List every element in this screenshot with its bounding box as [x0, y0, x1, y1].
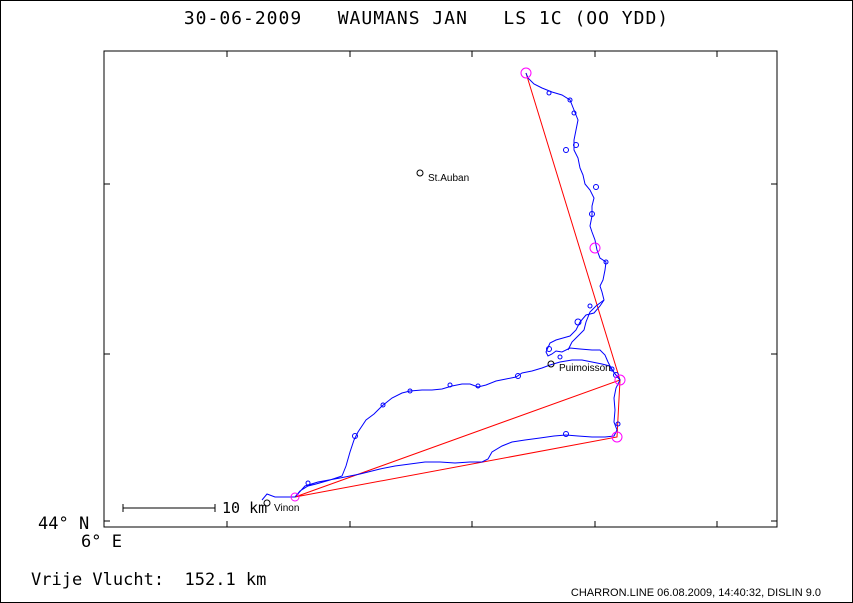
plot-frame	[103, 50, 778, 528]
flight-track	[261, 359, 621, 501]
turnpoint-markers	[290, 67, 626, 502]
town-label: Vinon	[274, 503, 299, 514]
town-marker-icon	[547, 360, 555, 368]
town-marker-icon	[416, 169, 424, 177]
page-title: 30-06-2009 WAUMANS JAN LS 1C (OO YDD)	[183, 8, 670, 29]
scale-bar: 10 km	[122, 499, 267, 517]
town-label: St.Auban	[428, 173, 469, 184]
town-vinon: Vinon	[263, 499, 299, 514]
task-line	[294, 72, 621, 498]
town-label: Puimoisson	[559, 363, 611, 374]
town-st-auban: St.Auban	[416, 169, 469, 184]
latitude-label: 44° N	[38, 514, 90, 534]
town-puimoisson: Puimoisson	[547, 360, 611, 374]
thermal-markers	[305, 90, 621, 486]
turnpoint-vinon	[290, 492, 300, 502]
axis-ticks	[104, 51, 777, 527]
turnpoint-east	[611, 431, 623, 443]
turnpoint-mid	[589, 242, 601, 254]
flight-distance: Vrije Vlucht: 152.1 km	[31, 570, 267, 590]
flight-track-return	[525, 72, 621, 381]
scale-bar-label: 10 km	[222, 499, 267, 517]
footer-info: CHARRON.LINE 06.08.2009, 14:40:32, DISLI…	[570, 587, 821, 599]
longitude-label: 6° E	[81, 532, 122, 552]
turnpoint-puimoisson	[614, 374, 626, 386]
town-marker-icon	[263, 499, 271, 507]
turnpoint-north	[520, 67, 532, 79]
flight-track-branch	[567, 299, 605, 351]
